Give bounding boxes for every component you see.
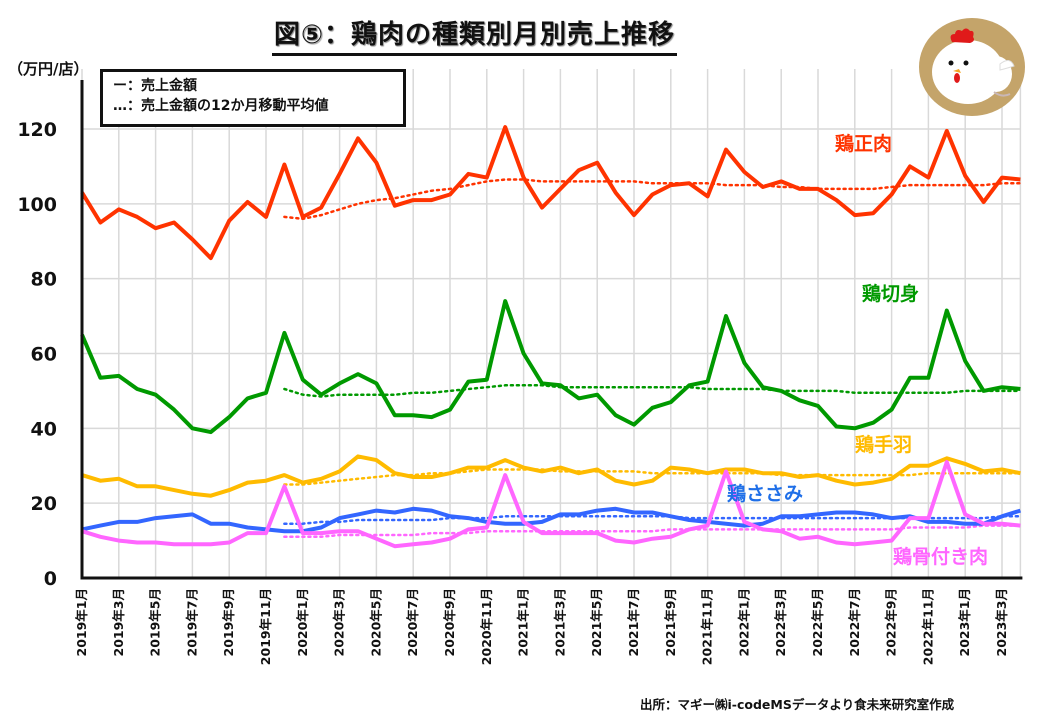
x-tick-label: 2019年9月	[221, 588, 236, 657]
x-tick-label: 2021年9月	[663, 588, 678, 657]
series-line-2	[81, 454, 1021, 498]
series-label: 鶏切身	[862, 282, 919, 305]
source-note: 出所：マギー㈱i-codeMSデータより食未来研究室作成	[640, 697, 955, 712]
x-tick-label: 2021年1月	[516, 588, 531, 657]
series-line-1	[80, 299, 1021, 435]
axes	[80, 80, 1023, 580]
x-tick-label: 2022年9月	[884, 588, 899, 657]
x-tick-label: 2019年7月	[184, 588, 199, 657]
x-tick-label: 2021年7月	[626, 588, 641, 657]
series-label: 鶏手羽	[855, 433, 912, 456]
x-tick-label: 2021年11月	[700, 588, 715, 665]
y-tick-label: 60	[31, 344, 57, 366]
x-tick-label: 2022年11月	[920, 588, 935, 665]
x-tick-label: 2023年1月	[957, 588, 972, 657]
y-tick-label: 0	[44, 568, 57, 590]
series-label: 鶏骨付き肉	[893, 545, 988, 568]
moving-average-lines	[283, 178, 1022, 539]
x-tick-label: 2022年3月	[773, 588, 788, 657]
series-line-3	[81, 506, 1021, 534]
x-tick-label: 2022年7月	[847, 588, 862, 657]
x-tick-label: 2021年3月	[552, 588, 567, 657]
series-line-0	[80, 125, 1021, 261]
x-tick-label: 2020年7月	[405, 588, 420, 657]
chicken-icon	[919, 18, 1025, 116]
moving-average-line-4	[283, 524, 1022, 539]
x-tick-label: 2020年5月	[368, 588, 383, 657]
legend-entry-dotted: …：売上金額の12か月移動平均値	[113, 98, 329, 114]
series-lines	[80, 125, 1021, 549]
moving-average-line-0	[283, 178, 1022, 221]
legend: ー：売上金額 …：売上金額の12か月移動平均値	[100, 69, 406, 127]
x-tick-label: 2020年9月	[442, 588, 457, 657]
x-tick-label: 2019年1月	[74, 588, 89, 657]
x-tick-label: 2021年5月	[589, 588, 604, 657]
y-tick-label: 100	[17, 194, 57, 216]
x-tick-label: 2020年1月	[295, 588, 310, 657]
x-tick-label: 2023年3月	[994, 588, 1009, 657]
y-tick-label: 120	[17, 119, 57, 141]
x-tick-label: 2020年11月	[479, 588, 494, 665]
x-tick-label: 2022年5月	[810, 588, 825, 657]
y-axis-ticks: 0 20 40 60 80 100 120	[17, 119, 57, 590]
x-tick-label: 2019年5月	[148, 588, 163, 657]
x-axis-ticks: 2019年1月 2019年3月 2019年5月 2019年7月 2019年9月 2019年…	[74, 588, 1009, 665]
y-tick-label: 80	[31, 269, 57, 291]
series-label: 鶏ささみ	[727, 482, 803, 505]
x-tick-label: 2019年3月	[111, 588, 126, 657]
y-axis-unit-label: （万円/店）	[8, 60, 89, 78]
series-label: 鶏正肉	[835, 132, 892, 155]
legend-entry-solid: ー：売上金額	[113, 78, 197, 94]
chart-title: 図⑤：鶏肉の種類別月別売上推移	[272, 14, 678, 56]
moving-average-line-1	[283, 384, 1022, 398]
x-tick-label: 2022年1月	[736, 588, 751, 657]
y-tick-label: 40	[31, 418, 57, 440]
series-line-4	[81, 460, 1021, 549]
x-tick-label: 2020年3月	[332, 588, 347, 657]
y-tick-label: 20	[31, 493, 57, 515]
x-tick-label: 2019年11月	[258, 588, 273, 665]
